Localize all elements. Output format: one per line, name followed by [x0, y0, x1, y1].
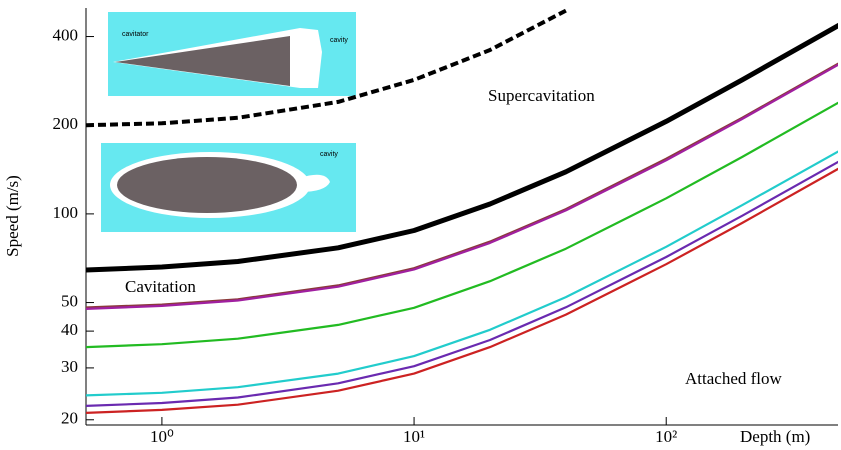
inset-label: cavity	[330, 37, 348, 44]
x-tick-label: 10²	[655, 427, 677, 446]
y-tick-label: 20	[61, 409, 78, 428]
series-line	[86, 160, 838, 407]
y-tick-label: 30	[61, 357, 78, 376]
region-label: Cavitation	[125, 277, 196, 296]
series-line	[86, 167, 838, 414]
y-tick-label: 100	[53, 203, 79, 222]
y-tick-label: 50	[61, 291, 78, 310]
inset-cavitation: cavity	[101, 143, 356, 232]
body-shape	[115, 36, 290, 86]
inset-label: cavitator	[122, 31, 149, 38]
series-line	[86, 63, 838, 310]
body-shape	[117, 157, 297, 213]
x-tick-label: 10⁰	[150, 427, 174, 446]
region-label: Attached flow	[685, 369, 782, 388]
y-tick-label: 200	[53, 114, 79, 133]
y-tick-label: 40	[61, 320, 78, 339]
series-line	[86, 101, 838, 349]
x-axis-label: Depth (m)	[740, 427, 810, 446]
series-line	[86, 22, 838, 273]
series-line	[86, 150, 838, 397]
inset-label: cavity	[320, 151, 338, 158]
cavity-shape	[300, 174, 330, 192]
region-label: Supercavitation	[488, 86, 595, 105]
inset-supercavitation: cavitator cavity	[108, 12, 356, 96]
series-line	[86, 62, 838, 309]
y-tick-label: 400	[53, 25, 79, 44]
y-axis-label: Speed (m/s)	[3, 175, 22, 257]
x-tick-label: 10¹	[403, 427, 425, 446]
series-line	[86, 8, 567, 128]
